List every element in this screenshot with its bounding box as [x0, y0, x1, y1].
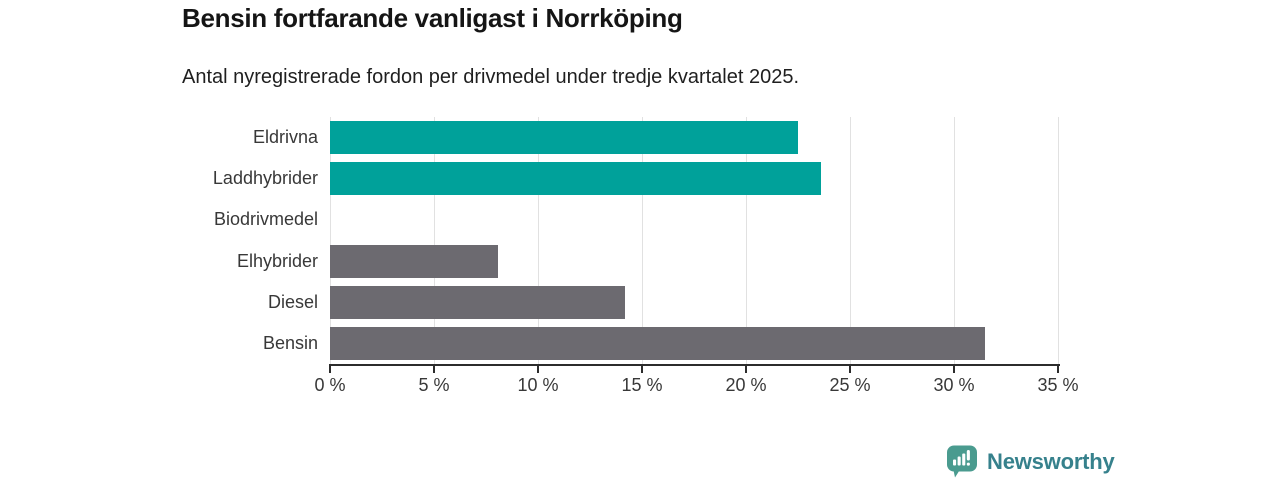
chart-subtitle: Antal nyregistrerade fordon per drivmede… — [182, 66, 800, 88]
category-label-eldrivna: Eldrivna — [252, 127, 318, 148]
category-label-laddhybrider: Laddhybrider — [212, 168, 318, 189]
x-tick-label-25: 25 % — [829, 375, 871, 395]
icon-bar-small — [953, 459, 957, 466]
gridline-20 — [746, 117, 747, 364]
icon-bar-medium — [957, 456, 961, 466]
x-tick-15 — [641, 366, 643, 373]
icon-bar-large — [962, 453, 966, 466]
gridline-15 — [642, 117, 643, 364]
gridline-5 — [434, 117, 435, 364]
bar-laddhybrider — [330, 162, 821, 196]
newsworthy-wordmark: Newsworthy — [987, 448, 1115, 474]
icon-exclamation-stroke — [966, 450, 970, 461]
x-tick-label-30: 30 % — [933, 375, 975, 395]
newsworthy-bar-chart-bubble-icon — [947, 445, 977, 478]
x-tick-10 — [537, 366, 539, 373]
bar-eldrivna — [330, 121, 798, 154]
icon-exclamation-dot — [966, 462, 970, 466]
newsworthy-logo: Newsworthy — [946, 445, 1115, 478]
x-tick-5 — [433, 366, 435, 373]
chart-title: Bensin fortfarande vanligast i Norrköpin… — [182, 3, 683, 33]
bar-row-elhybrider: Elhybrider — [237, 241, 1058, 282]
x-tick-label-5: 5 % — [418, 375, 450, 395]
x-tick-label-20: 20 % — [725, 375, 767, 395]
gridline-0 — [330, 117, 331, 364]
category-label-diesel: Diesel — [267, 291, 318, 312]
bar-elhybrider — [330, 244, 499, 278]
gridline-25 — [850, 117, 851, 364]
x-tick-label-0: 0 % — [314, 375, 346, 395]
x-tick-label-15: 15 % — [621, 375, 663, 395]
bar-row-diesel: Diesel — [268, 282, 1058, 323]
gridline-35 — [1058, 117, 1059, 364]
x-tick-25 — [849, 366, 851, 373]
x-tick-35 — [1057, 366, 1059, 373]
bar-rows: Eldrivna Laddhybrider Biodrivmedel Elhybrid… — [213, 117, 1058, 364]
bar-row-laddhybrider: Laddhybrider — [213, 158, 1058, 199]
x-tick-0 — [329, 366, 331, 373]
gridline-30 — [954, 117, 955, 364]
bar-row-eldrivna: Eldrivna — [253, 117, 1058, 158]
x-tick-20 — [745, 366, 747, 373]
bar-row-bensin: Bensin — [263, 323, 1058, 364]
plot-area: Eldrivna Laddhybrider Biodrivmedel Elhybrid… — [213, 117, 1079, 395]
category-label-bensin: Bensin — [262, 332, 318, 353]
x-tick-label-35: 35 % — [1037, 375, 1079, 395]
category-label-biodrivmedel: Biodrivmedel — [213, 209, 318, 230]
bar-diesel — [330, 285, 626, 319]
x-tick-label-10: 10 % — [517, 375, 559, 395]
bar-row-biodrivmedel: Biodrivmedel — [214, 199, 1058, 240]
x-axis-line — [329, 364, 1060, 366]
x-tick-30 — [953, 366, 955, 373]
bar-bensin — [330, 326, 986, 360]
gridline-10 — [538, 117, 539, 364]
category-label-elhybrider: Elhybrider — [236, 250, 318, 271]
